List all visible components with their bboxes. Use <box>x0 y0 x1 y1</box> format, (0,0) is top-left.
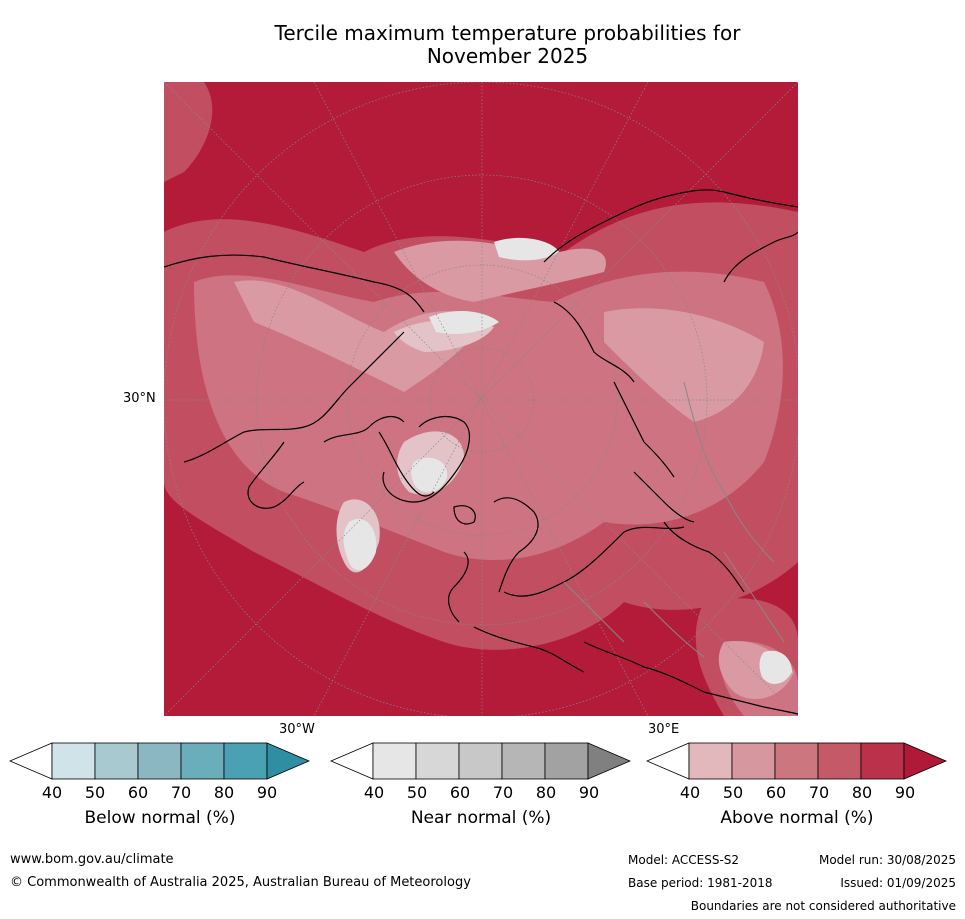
above-over-arrow <box>903 742 948 780</box>
near-tick-80: 80 <box>535 783 557 802</box>
near-normal-zone <box>343 237 792 684</box>
graticule <box>164 82 798 716</box>
below-color-segment <box>137 742 182 780</box>
above-color-segment <box>774 742 819 780</box>
below-tick-80: 80 <box>213 783 235 802</box>
below-under-arrow <box>8 742 53 780</box>
above-color-segment <box>688 742 733 780</box>
near-tick-40: 40 <box>363 783 385 802</box>
lat-label-30n: 30°N <box>123 391 156 406</box>
near-tick-90: 90 <box>578 783 600 802</box>
below-color-segment <box>223 742 268 780</box>
footer-model-run: Model run: 30/08/2025 <box>818 853 956 867</box>
below-color-segment <box>180 742 225 780</box>
map-svg <box>164 82 798 716</box>
below-tick-40: 40 <box>41 783 63 802</box>
above-color-segment <box>860 742 905 780</box>
footer-base-period: Base period: 1981-2018 <box>628 876 773 890</box>
title-line-2: November 2025 <box>426 44 589 68</box>
footer-issued: Issued: 01/09/2025 <box>840 876 956 890</box>
near-tick-70: 70 <box>492 783 514 802</box>
colorbar-below-normal-label: Below normal (%) <box>84 808 236 828</box>
below-over-arrow <box>266 742 311 780</box>
near-color-segment <box>372 742 417 780</box>
colorbar-above-normal-label: Above normal (%) <box>720 808 874 828</box>
near-color-segment <box>501 742 546 780</box>
near-over-arrow <box>587 742 632 780</box>
probability-map <box>164 82 798 716</box>
below-tick-70: 70 <box>170 783 192 802</box>
below-tick-60: 60 <box>127 783 149 802</box>
colorbar-above-normal <box>645 742 948 780</box>
near-color-segment <box>544 742 589 780</box>
below-tick-50: 50 <box>84 783 106 802</box>
near-tick-60: 60 <box>449 783 471 802</box>
near-under-arrow <box>329 742 374 780</box>
colorbar-below-normal-svg <box>8 742 311 780</box>
coastlines <box>164 189 798 715</box>
above-tick-50: 50 <box>722 783 744 802</box>
colorbar-near-normal-label: Near normal (%) <box>410 808 552 828</box>
above-tick-70: 70 <box>808 783 830 802</box>
below-tick-90: 90 <box>256 783 278 802</box>
above-tick-60: 60 <box>765 783 787 802</box>
footer-disclaimer: Boundaries are not considered authoritat… <box>690 899 956 913</box>
below-color-segment <box>94 742 139 780</box>
lon-label-30w: 30°W <box>279 722 315 737</box>
above-tick-80: 80 <box>851 783 873 802</box>
colorbar-near-normal <box>329 742 632 780</box>
near-tick-50: 50 <box>406 783 428 802</box>
footer-model: Model: ACCESS-S2 <box>628 853 740 867</box>
above-color-segment <box>817 742 862 780</box>
below-color-segment <box>51 742 96 780</box>
country-borders <box>563 381 785 658</box>
near-color-segment <box>458 742 503 780</box>
footer-website: www.bom.gov.au/climate <box>10 852 174 867</box>
above-tick-40: 40 <box>679 783 701 802</box>
footer-copyright: © Commonwealth of Australia 2025, Austra… <box>10 875 471 890</box>
above-under-arrow <box>645 742 690 780</box>
colorbar-near-normal-svg <box>329 742 632 780</box>
colorbar-below-normal <box>8 742 311 780</box>
above-tick-90: 90 <box>894 783 916 802</box>
chart-title: Tercile maximum temperature probabilitie… <box>160 22 855 68</box>
above-color-segment <box>731 742 776 780</box>
lon-label-30e: 30°E <box>648 722 680 737</box>
above-50-60-zone <box>234 240 794 700</box>
near-color-segment <box>415 742 460 780</box>
title-line-1: Tercile maximum temperature probabilitie… <box>274 21 741 45</box>
colorbar-above-normal-svg <box>645 742 948 780</box>
